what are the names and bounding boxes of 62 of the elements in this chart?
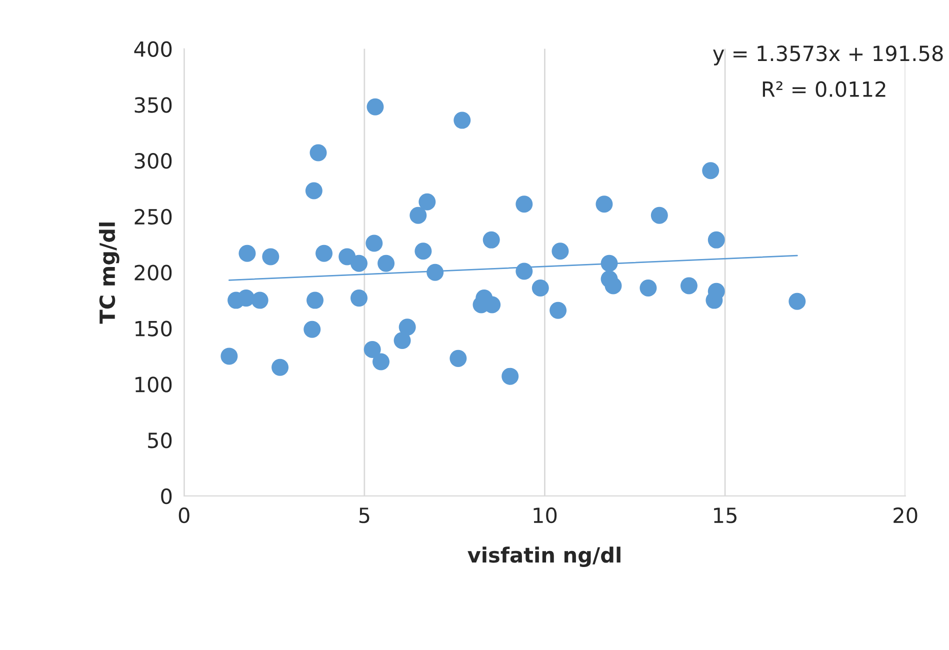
point <box>238 290 255 307</box>
y-tick-label: 100 <box>136 376 172 392</box>
y-tick-label: 150 <box>136 320 172 336</box>
y-tick-label: 300 <box>134 153 172 169</box>
point <box>454 112 471 129</box>
point <box>516 196 533 213</box>
x-tick-label: 5 <box>359 508 370 524</box>
point <box>378 254 395 272</box>
point <box>238 244 256 262</box>
point <box>350 290 368 307</box>
point <box>306 292 324 309</box>
annotation: R² = 0.0112 <box>762 81 886 98</box>
point <box>502 368 519 385</box>
annotation: y = 1.3573x + 191.58 <box>713 46 943 66</box>
y-tick-label: 350 <box>134 97 172 113</box>
point <box>251 292 268 309</box>
point <box>366 234 383 252</box>
x-tick-label: 10 <box>534 507 557 524</box>
point <box>426 264 444 281</box>
point <box>418 193 436 210</box>
point <box>272 358 289 376</box>
point <box>410 206 427 224</box>
point <box>316 244 333 262</box>
point <box>550 302 567 319</box>
point <box>604 277 622 294</box>
point <box>338 248 356 266</box>
point <box>364 340 381 358</box>
point <box>532 279 549 297</box>
point <box>350 254 368 272</box>
point <box>450 350 467 367</box>
x-tick-label: 0 <box>178 507 190 524</box>
point <box>640 279 657 297</box>
point <box>305 182 322 200</box>
y-tick-label: 50 <box>148 432 172 448</box>
point <box>516 262 533 280</box>
y-tick-label: 400 <box>134 41 172 57</box>
point <box>708 282 725 300</box>
point <box>708 231 725 248</box>
point <box>304 320 321 338</box>
point <box>552 242 569 260</box>
point <box>600 254 618 272</box>
point <box>262 248 280 266</box>
point <box>414 242 432 260</box>
y-tick-label: 0 <box>161 488 172 504</box>
y-axis-title: TC mg/dl <box>99 222 120 324</box>
y-tick-label: 250 <box>134 208 172 225</box>
point <box>220 348 238 365</box>
point <box>394 332 411 350</box>
point <box>372 353 390 370</box>
x-tick-label: 20 <box>894 507 918 524</box>
point <box>680 277 698 294</box>
point <box>788 292 806 310</box>
point <box>482 231 500 248</box>
point <box>596 196 613 213</box>
y-tick-label: 200 <box>134 264 172 281</box>
x-axis-title: visfatin ng/dl <box>468 546 620 567</box>
point <box>702 162 720 180</box>
point <box>366 98 384 116</box>
point <box>650 206 668 224</box>
point <box>310 144 327 162</box>
point <box>398 318 416 336</box>
x-tick-label: 15 <box>714 508 736 524</box>
